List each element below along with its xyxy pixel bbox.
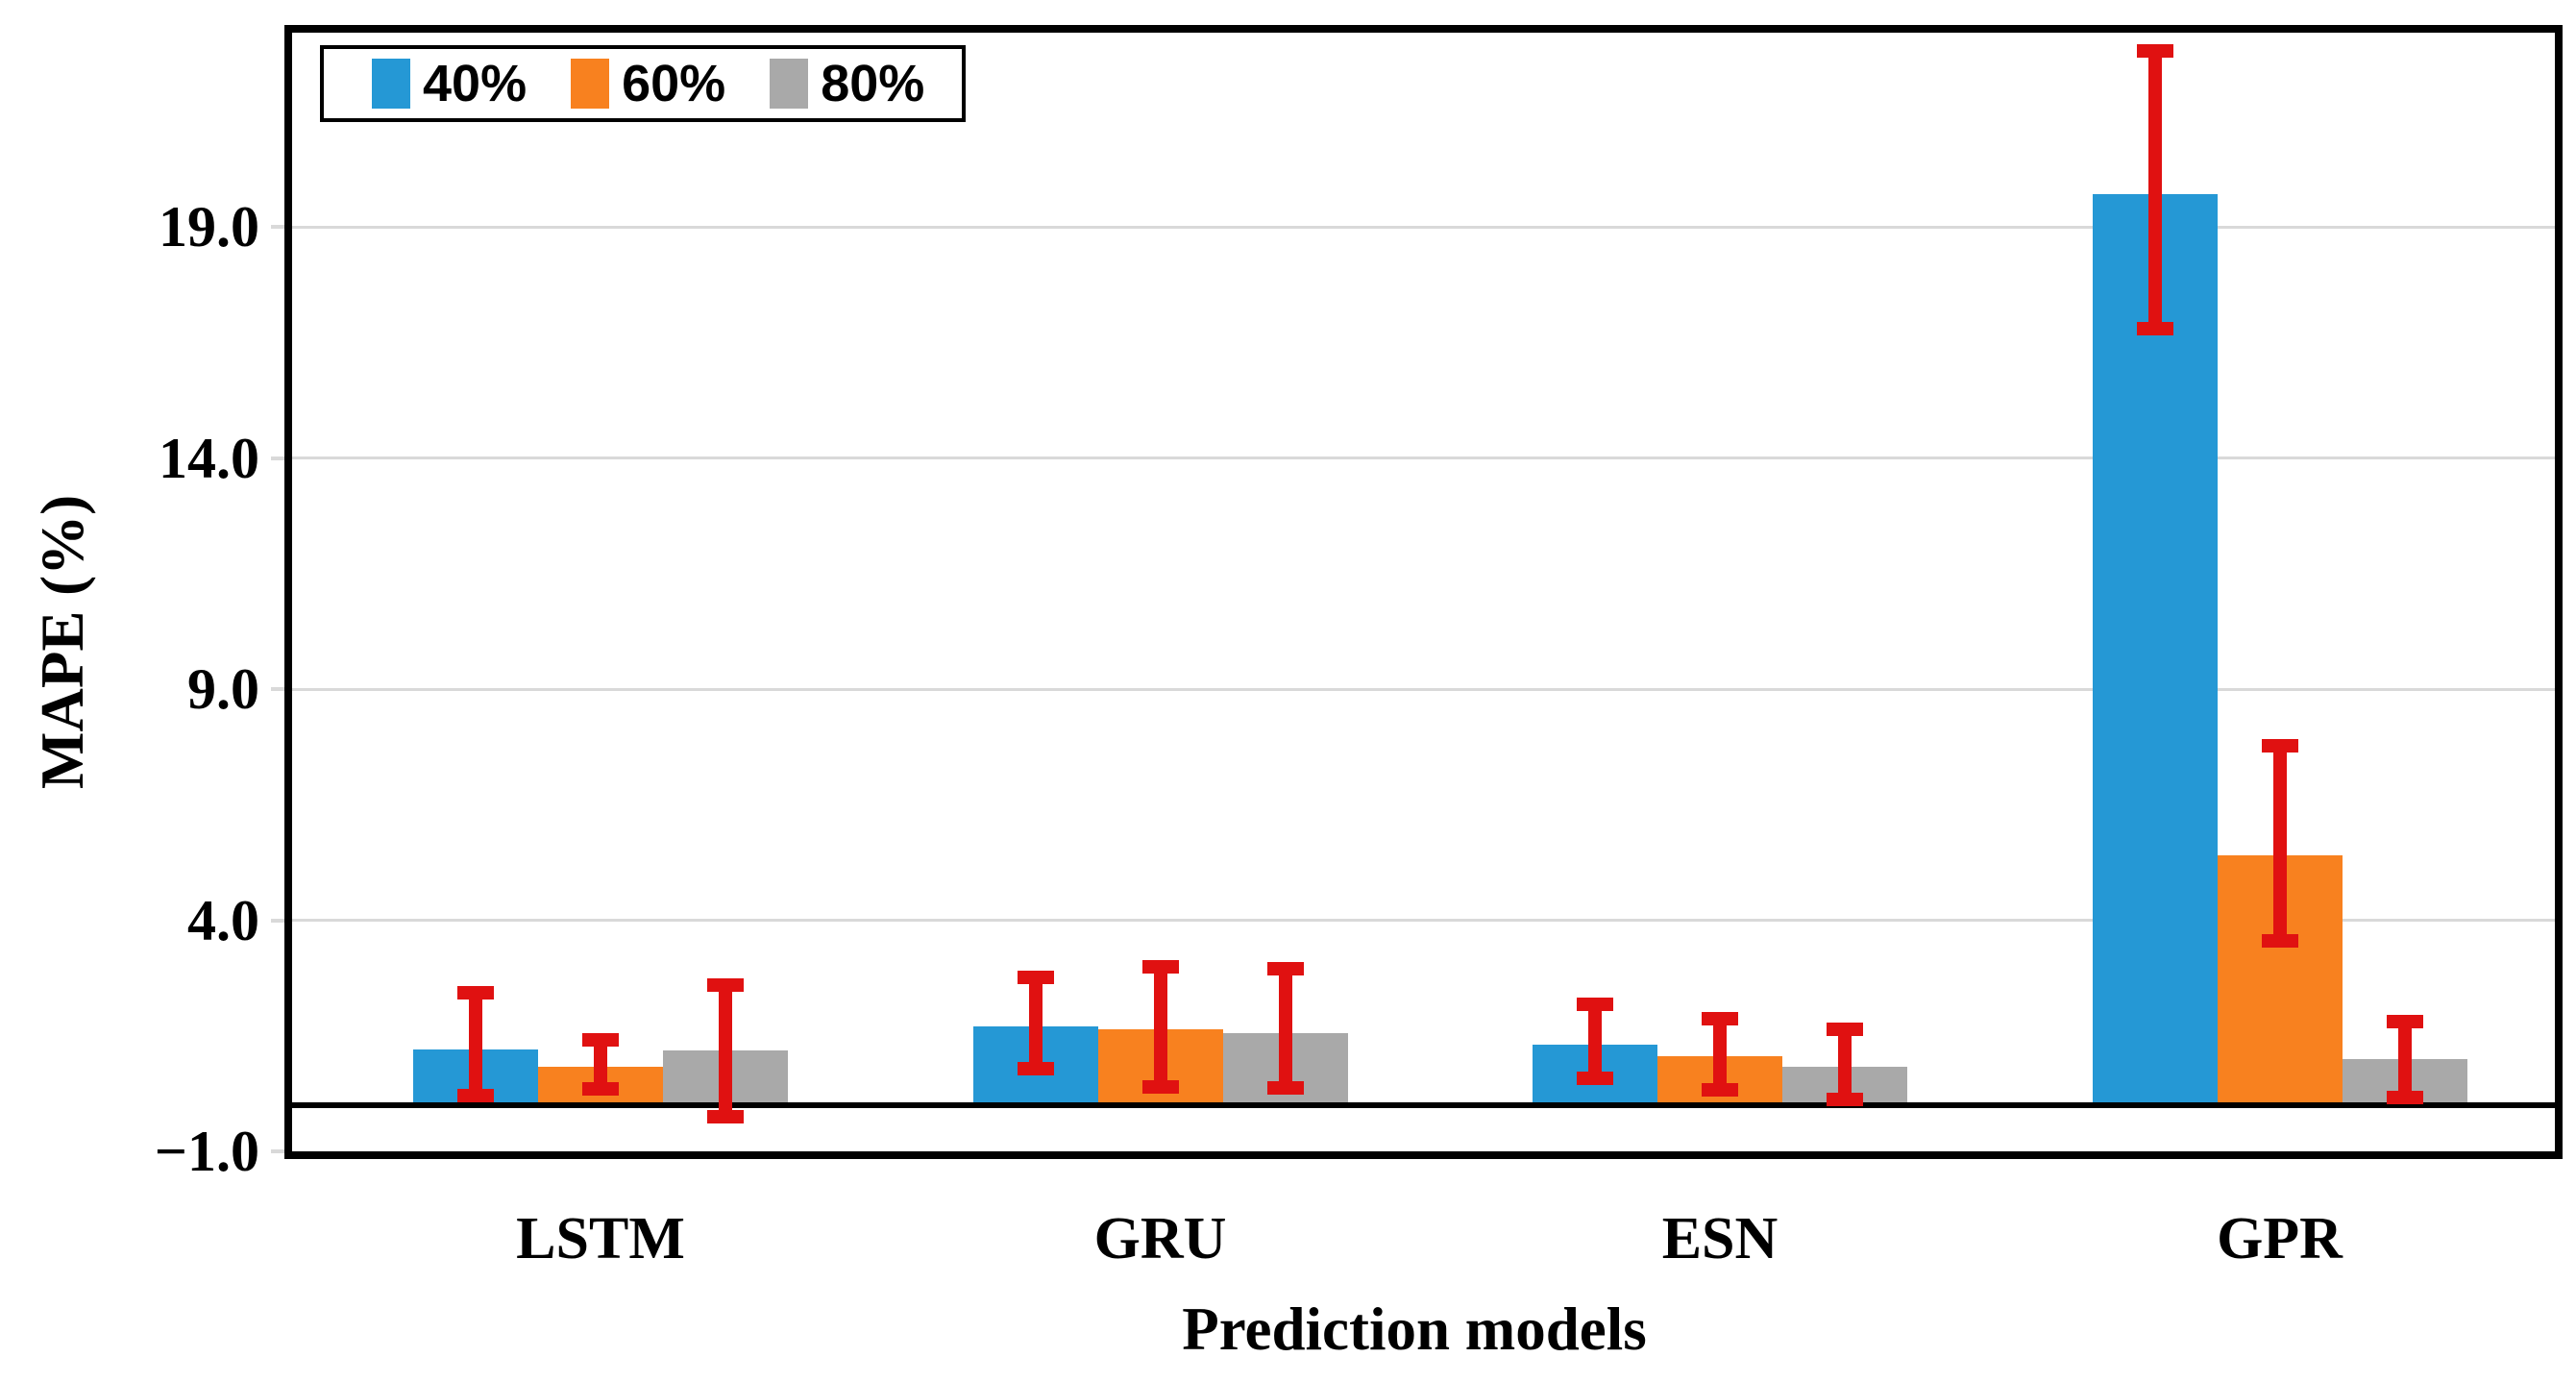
y-tick-mark-4.0 — [271, 918, 284, 923]
errorbar-lstm-40pct-cap-top — [457, 986, 494, 1000]
y-tick-mark-19.0 — [271, 225, 284, 230]
errorbar-gru-60pct-stem — [1153, 966, 1167, 1088]
errorbar-esn-80pct-stem — [1838, 1029, 1852, 1100]
plot-area — [292, 33, 2555, 1151]
y-tick-label-−1.0: −1.0 — [154, 1120, 259, 1183]
legend-swatch-80pct — [770, 59, 809, 109]
errorbar-lstm-80pct-cap-top — [707, 978, 744, 993]
errorbar-esn-40pct-cap-bottom — [1577, 1072, 1613, 1085]
gridline-4.0 — [292, 919, 2555, 922]
gridline-19.0 — [292, 225, 2555, 229]
x-category-label-esn: ESN — [1661, 1206, 1779, 1271]
errorbar-gru-80pct-cap-bottom — [1266, 1081, 1304, 1096]
x-category-label-lstm: LSTM — [516, 1206, 685, 1271]
gridline-14.0 — [292, 457, 2555, 459]
gridline-9.0 — [292, 687, 2555, 691]
errorbar-gpr-80pct-stem — [2397, 1021, 2412, 1098]
errorbar-gru-80pct-cap-top — [1266, 962, 1304, 976]
legend-item-80pct: 80% — [770, 58, 924, 110]
errorbar-gru-60pct-cap-top — [1141, 959, 1179, 974]
y-tick-label-9.0: 9.0 — [187, 657, 259, 721]
errorbar-gpr-80pct-cap-bottom — [2386, 1091, 2423, 1105]
errorbar-lstm-60pct-cap-top — [582, 1033, 619, 1048]
errorbar-gpr-60pct-stem — [2272, 745, 2287, 941]
errorbar-esn-60pct-stem — [1713, 1018, 1727, 1091]
errorbar-esn-60pct-cap-top — [1702, 1011, 1738, 1025]
y-tick-mark-−1.0 — [271, 1149, 284, 1153]
errorbar-esn-40pct-stem — [1588, 1004, 1602, 1078]
y-tick-label-14.0: 14.0 — [159, 426, 259, 490]
zero-axis-line — [292, 1101, 2555, 1108]
legend-label-40pct: 40% — [423, 55, 527, 112]
x-category-label-gru: GRU — [1093, 1206, 1227, 1271]
legend-box: 40% 60% 80% — [320, 45, 966, 122]
errorbar-gru-40pct-stem — [1028, 977, 1043, 1070]
errorbar-lstm-60pct-stem — [594, 1040, 607, 1090]
legend-label-60pct: 60% — [622, 55, 726, 112]
errorbar-esn-80pct-cap-top — [1827, 1023, 1863, 1037]
legend-label-80pct: 80% — [821, 55, 925, 112]
errorbar-gpr-60pct-cap-top — [2261, 738, 2298, 753]
errorbar-gpr-40pct-cap-top — [2136, 44, 2173, 59]
x-axis-title: Prediction models — [1182, 1296, 1647, 1363]
errorbar-lstm-80pct-cap-bottom — [707, 1109, 744, 1123]
errorbar-lstm-60pct-cap-bottom — [582, 1082, 619, 1097]
legend-swatch-60pct — [571, 59, 610, 109]
errorbar-gpr-80pct-cap-top — [2386, 1014, 2423, 1028]
legend-item-40pct: 40% — [372, 58, 527, 110]
errorbar-gpr-60pct-cap-bottom — [2261, 933, 2298, 948]
y-tick-mark-14.0 — [271, 456, 284, 460]
errorbar-lstm-40pct-stem — [469, 993, 482, 1097]
errorbar-lstm-40pct-cap-bottom — [457, 1089, 494, 1103]
x-category-label-gpr: GPR — [2217, 1206, 2343, 1271]
legend-item-60pct: 60% — [571, 58, 725, 110]
errorbar-gru-40pct-cap-top — [1017, 971, 1054, 985]
errorbar-gru-80pct-stem — [1278, 969, 1292, 1089]
y-tick-label-19.0: 19.0 — [159, 195, 259, 259]
errorbar-esn-40pct-cap-top — [1577, 998, 1613, 1012]
errorbar-gru-40pct-cap-bottom — [1017, 1062, 1054, 1076]
errorbar-lstm-80pct-stem — [719, 985, 732, 1117]
errorbar-esn-60pct-cap-bottom — [1702, 1083, 1738, 1098]
errorbar-gpr-40pct-stem — [2147, 51, 2162, 329]
errorbar-gru-60pct-cap-bottom — [1141, 1080, 1179, 1095]
legend-swatch-40pct — [372, 59, 410, 109]
errorbar-gpr-40pct-cap-bottom — [2136, 321, 2173, 335]
errorbar-esn-80pct-cap-bottom — [1827, 1093, 1863, 1107]
y-tick-mark-9.0 — [271, 687, 284, 691]
bar-gpr-40pct — [2092, 194, 2218, 1105]
y-tick-label-4.0: 4.0 — [187, 888, 259, 952]
